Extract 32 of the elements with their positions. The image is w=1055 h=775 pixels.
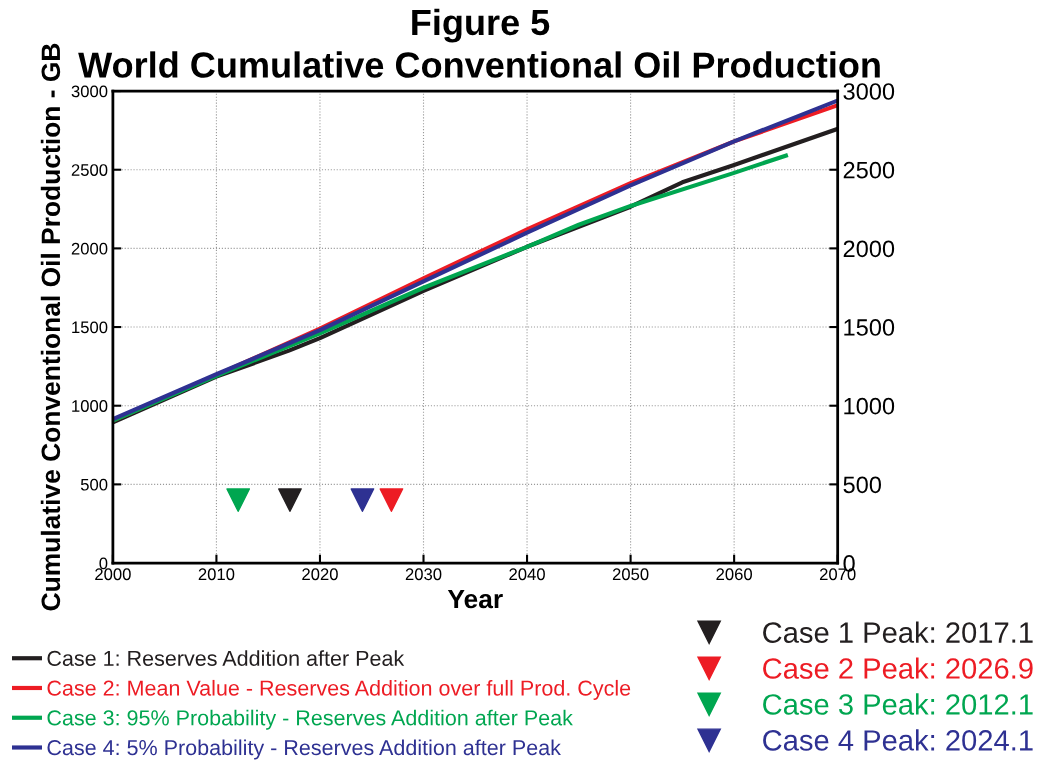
x-tick-label: 2040 [509, 568, 545, 581]
y2-tick-label: 500 [843, 476, 881, 494]
chart-title: Figure 5 [412, 8, 550, 43]
y2-tick-label: 1000 [844, 397, 895, 415]
y-axis-title: Cumulative Conventional Oil Production - GB [40, 43, 61, 611]
y-tick-label: 2000 [71, 242, 108, 255]
legend-label: Case 3: 95% Probability - Reserves Addition after Peak [47, 709, 573, 730]
y-tick-label: 1500 [72, 321, 108, 334]
x-tick-label: 2030 [405, 568, 442, 581]
y2-tick-label: 3000 [843, 83, 895, 100]
y-tick-label: 500 [80, 478, 108, 491]
y2-tick-label: 2500 [843, 161, 895, 179]
y-tick-label: 3000 [71, 85, 108, 98]
legend-label: Case 4: 5% Probability - Reserves Addition after Peak [47, 739, 561, 760]
y2-tick-label: 1500 [844, 319, 895, 336]
legend-label: Case 1 Peak: 2017.1 [763, 621, 1033, 643]
legend-label: Case 4 Peak: 2024.1 [763, 729, 1033, 751]
x-tick-label: 2000 [95, 568, 131, 581]
x-tick-label: 2020 [302, 568, 338, 581]
y2-tick-label: 2000 [843, 240, 895, 258]
chart-subtitle: World Cumulative Conventional Oil Production [78, 51, 880, 78]
x-tick-label: 2010 [198, 568, 235, 581]
legend-label: Case 2: Mean Value - Reserves Addition over full Prod. Cycle [47, 679, 631, 700]
legend-label: Case 2 Peak: 2026.9 [763, 657, 1033, 679]
legend-label: Case 1: Reserves Addition after Peak [47, 650, 405, 666]
x-tick-label: 2050 [612, 568, 649, 581]
legend-label: Case 3 Peak: 2012.1 [763, 693, 1033, 715]
y-tick-label: 1000 [72, 400, 108, 412]
x-tick-label: 2060 [716, 568, 753, 581]
y-tick-label: 0 [99, 557, 108, 570]
x-axis-title: Year [447, 589, 503, 609]
y-tick-label: 2500 [71, 164, 108, 176]
